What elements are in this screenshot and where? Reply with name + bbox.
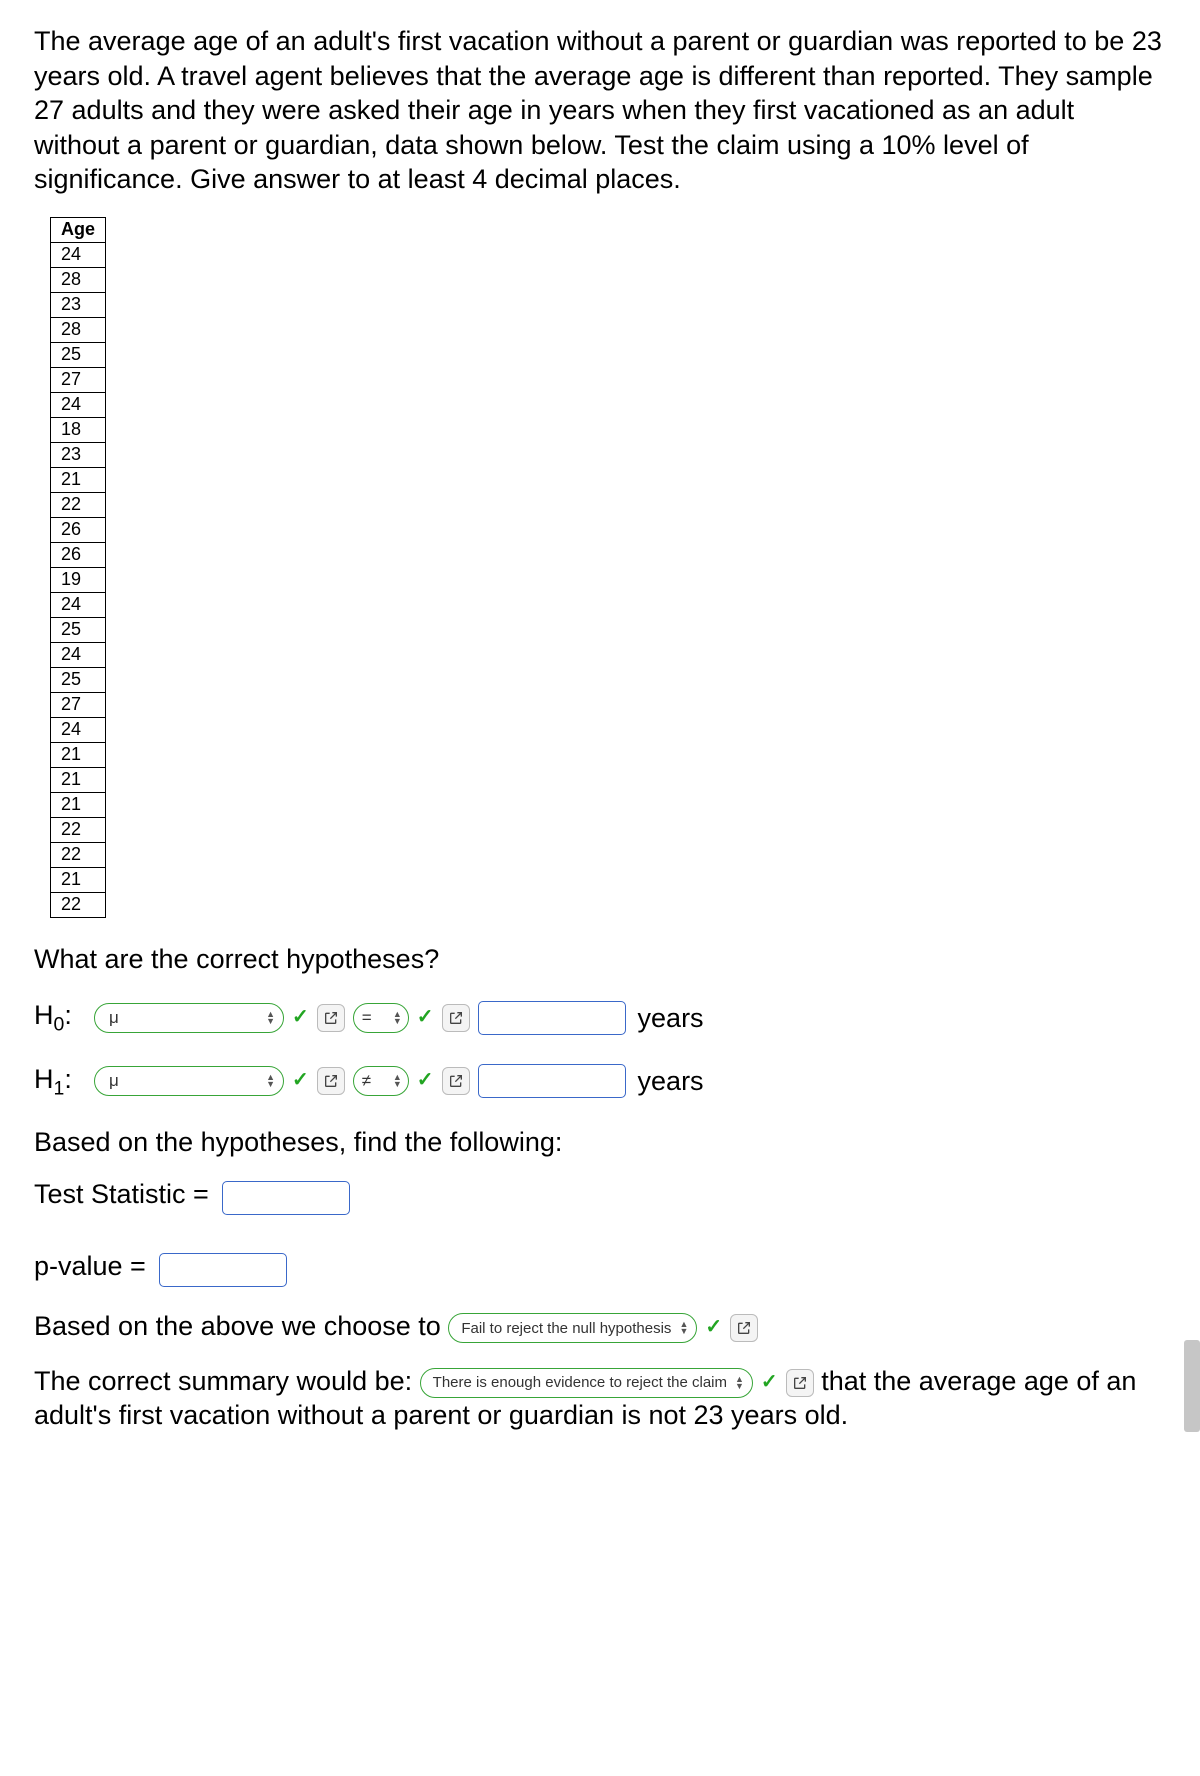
age-cell: 24 bbox=[51, 717, 106, 742]
new-window-icon[interactable] bbox=[442, 1004, 470, 1032]
age-cell: 27 bbox=[51, 692, 106, 717]
age-cell: 25 bbox=[51, 667, 106, 692]
question-text: The average age of an adult's first vaca… bbox=[34, 24, 1166, 197]
age-cell: 22 bbox=[51, 492, 106, 517]
check-icon: ✓ bbox=[705, 1315, 722, 1341]
h1-operator-select[interactable]: ≠ ▲▼ bbox=[353, 1066, 409, 1096]
age-cell: 24 bbox=[51, 242, 106, 267]
age-cell: 23 bbox=[51, 442, 106, 467]
age-table: Age 242823282527241823212226261924252425… bbox=[50, 217, 106, 918]
age-cell: 26 bbox=[51, 517, 106, 542]
check-icon: ✓ bbox=[417, 1005, 434, 1031]
decision-row: Based on the above we choose to Fail to … bbox=[34, 1309, 1166, 1344]
h0-unit: years bbox=[638, 1001, 704, 1036]
stepper-icon: ▲▼ bbox=[387, 1011, 402, 1025]
age-cell: 28 bbox=[51, 267, 106, 292]
age-cell: 21 bbox=[51, 467, 106, 492]
summary-prefix: The correct summary would be: bbox=[34, 1366, 412, 1396]
find-prompt: Based on the hypotheses, find the follow… bbox=[34, 1125, 1166, 1160]
age-cell: 26 bbox=[51, 542, 106, 567]
check-icon: ✓ bbox=[417, 1068, 434, 1094]
h0-row: H0: μ ▲▼ ✓ = ▲▼ ✓ years bbox=[34, 998, 1166, 1037]
new-window-icon[interactable] bbox=[317, 1004, 345, 1032]
age-cell: 21 bbox=[51, 767, 106, 792]
test-statistic-row: Test Statistic = bbox=[34, 1177, 1166, 1215]
decision-select[interactable]: Fail to reject the null hypothesis ▲▼ bbox=[448, 1313, 697, 1343]
new-window-icon[interactable] bbox=[786, 1369, 814, 1397]
h1-row: H1: μ ▲▼ ✓ ≠ ▲▼ ✓ years bbox=[34, 1062, 1166, 1101]
pvalue-input[interactable] bbox=[159, 1253, 287, 1287]
age-cell: 24 bbox=[51, 392, 106, 417]
h1-value-input[interactable] bbox=[478, 1064, 626, 1098]
age-cell: 24 bbox=[51, 592, 106, 617]
h1-parameter-select[interactable]: μ ▲▼ bbox=[94, 1066, 284, 1096]
decision-prefix: Based on the above we choose to bbox=[34, 1311, 441, 1341]
new-window-icon[interactable] bbox=[730, 1314, 758, 1342]
stepper-icon: ▲▼ bbox=[387, 1074, 402, 1088]
summary-select[interactable]: There is enough evidence to reject the c… bbox=[420, 1368, 753, 1398]
age-cell: 24 bbox=[51, 642, 106, 667]
age-cell: 21 bbox=[51, 867, 106, 892]
age-table-header: Age bbox=[51, 217, 106, 242]
age-cell: 18 bbox=[51, 417, 106, 442]
h0-parameter-select[interactable]: μ ▲▼ bbox=[94, 1003, 284, 1033]
age-cell: 22 bbox=[51, 817, 106, 842]
h0-operator-select[interactable]: = ▲▼ bbox=[353, 1003, 409, 1033]
age-cell: 19 bbox=[51, 567, 106, 592]
age-cell: 22 bbox=[51, 892, 106, 917]
age-cell: 28 bbox=[51, 317, 106, 342]
stepper-icon: ▲▼ bbox=[260, 1074, 275, 1088]
age-cell: 22 bbox=[51, 842, 106, 867]
h1-unit: years bbox=[638, 1064, 704, 1099]
test-statistic-label: Test Statistic = bbox=[34, 1179, 209, 1209]
pvalue-label: p-value = bbox=[34, 1251, 146, 1281]
stepper-icon: ▲▼ bbox=[671, 1321, 688, 1335]
summary-row: The correct summary would be: There is e… bbox=[34, 1364, 1166, 1433]
age-cell: 23 bbox=[51, 292, 106, 317]
hypotheses-prompt: What are the correct hypotheses? bbox=[34, 942, 1166, 977]
test-statistic-input[interactable] bbox=[222, 1181, 350, 1215]
age-cell: 21 bbox=[51, 742, 106, 767]
age-cell: 25 bbox=[51, 342, 106, 367]
check-icon: ✓ bbox=[292, 1068, 309, 1094]
check-icon: ✓ bbox=[761, 1370, 778, 1396]
age-cell: 21 bbox=[51, 792, 106, 817]
new-window-icon[interactable] bbox=[442, 1067, 470, 1095]
check-icon: ✓ bbox=[292, 1005, 309, 1031]
h0-label: H0: bbox=[34, 998, 86, 1037]
age-cell: 27 bbox=[51, 367, 106, 392]
pvalue-row: p-value = bbox=[34, 1249, 1166, 1287]
stepper-icon: ▲▼ bbox=[727, 1376, 744, 1390]
h1-label: H1: bbox=[34, 1062, 86, 1101]
h0-value-input[interactable] bbox=[478, 1001, 626, 1035]
new-window-icon[interactable] bbox=[317, 1067, 345, 1095]
age-cell: 25 bbox=[51, 617, 106, 642]
scrollbar-thumb[interactable] bbox=[1184, 1340, 1200, 1432]
stepper-icon: ▲▼ bbox=[260, 1011, 275, 1025]
